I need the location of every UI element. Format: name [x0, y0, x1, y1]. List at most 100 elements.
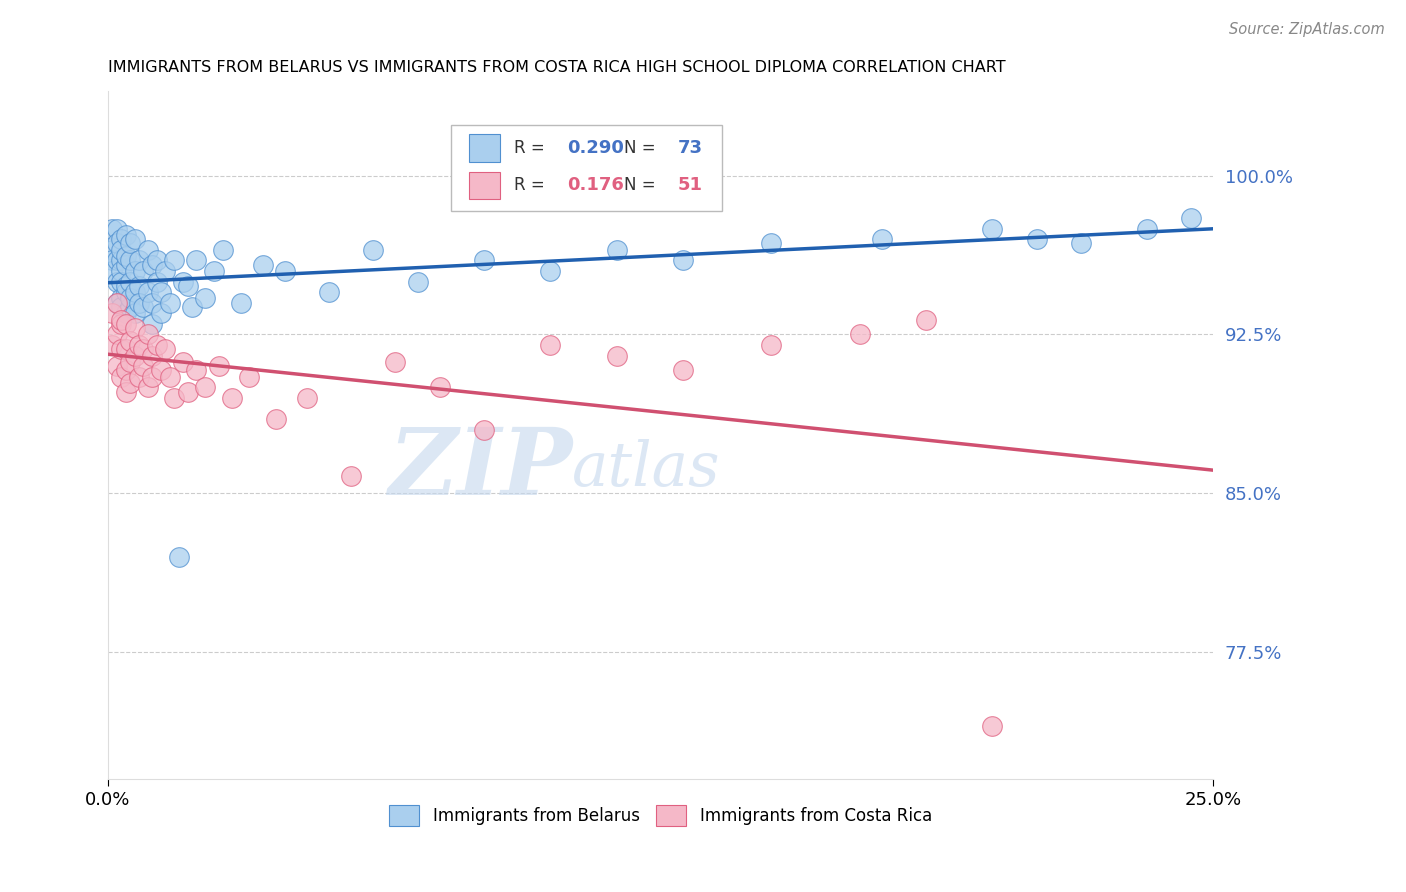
Point [110, 300, 132, 314]
Point [163, 391, 186, 405]
Point [132, 300, 155, 314]
Bar [470, 135, 501, 161]
Point [150, 363, 173, 377]
Point [145, 275, 167, 289]
Text: ZIP: ZIP [388, 425, 572, 515]
Point [136, 380, 159, 394]
Point [105, 253, 128, 268]
Point [114, 227, 136, 242]
Point [181, 300, 204, 314]
Point [141, 349, 163, 363]
Point [176, 278, 198, 293]
Point [605, 349, 627, 363]
Point [128, 253, 150, 268]
Point [141, 258, 163, 272]
Point [120, 300, 142, 314]
Point [124, 232, 146, 246]
Point [110, 312, 132, 326]
Point [848, 327, 870, 342]
Point [128, 338, 150, 352]
Point [194, 380, 217, 394]
Point [110, 317, 132, 331]
Point [172, 355, 194, 369]
Point [105, 275, 128, 289]
Point [114, 306, 136, 320]
Point [406, 275, 429, 289]
Point [202, 264, 225, 278]
Point [264, 412, 287, 426]
Point [136, 327, 159, 342]
Point [981, 719, 1004, 733]
Point [274, 264, 297, 278]
Point [120, 292, 142, 306]
Point [672, 253, 695, 268]
Point [141, 369, 163, 384]
Point [429, 380, 451, 394]
Point [295, 391, 318, 405]
Point [114, 258, 136, 272]
Point [114, 285, 136, 299]
Point [105, 295, 128, 310]
Point [101, 306, 124, 320]
Point [120, 355, 142, 369]
Point [363, 243, 385, 257]
Point [159, 295, 181, 310]
Text: R =: R = [513, 177, 550, 194]
Point [141, 295, 163, 310]
Point [128, 278, 150, 293]
Point [124, 349, 146, 363]
Point [120, 275, 142, 289]
Point [221, 391, 243, 405]
Point [1070, 236, 1092, 251]
Point [105, 295, 128, 310]
Point [110, 232, 132, 246]
Point [472, 253, 495, 268]
Point [110, 343, 132, 357]
Point [150, 306, 173, 320]
Point [110, 369, 132, 384]
Point [538, 264, 561, 278]
Text: IMMIGRANTS FROM BELARUS VS IMMIGRANTS FROM COSTA RICA HIGH SCHOOL DIPLOMA CORREL: IMMIGRANTS FROM BELARUS VS IMMIGRANTS FR… [108, 60, 1005, 75]
Point [128, 295, 150, 310]
Point [132, 264, 155, 278]
Point [145, 338, 167, 352]
Point [114, 384, 136, 399]
Point [114, 343, 136, 357]
Text: 51: 51 [678, 177, 703, 194]
Point [207, 359, 229, 374]
Point [186, 253, 208, 268]
Point [155, 264, 177, 278]
Point [538, 338, 561, 352]
Text: R =: R = [513, 139, 550, 157]
Point [915, 312, 938, 326]
Point [1180, 211, 1202, 225]
Point [101, 221, 124, 235]
Point [1025, 232, 1047, 246]
Point [114, 363, 136, 377]
Point [238, 369, 260, 384]
Text: 0.176: 0.176 [567, 177, 624, 194]
Point [150, 285, 173, 299]
Point [101, 338, 124, 352]
Point [136, 243, 159, 257]
Point [110, 275, 132, 289]
Text: N =: N = [624, 139, 661, 157]
Point [318, 285, 340, 299]
Point [605, 243, 627, 257]
Point [120, 334, 142, 348]
Text: atlas: atlas [572, 440, 721, 500]
Point [120, 376, 142, 391]
Point [172, 275, 194, 289]
Point [110, 292, 132, 306]
Point [163, 253, 186, 268]
Bar [470, 171, 501, 199]
Point [105, 221, 128, 235]
Point [114, 317, 136, 331]
Text: 0.290: 0.290 [567, 139, 624, 157]
Point [870, 232, 893, 246]
Point [101, 253, 124, 268]
Point [472, 423, 495, 437]
Point [124, 321, 146, 335]
Point [155, 343, 177, 357]
Point [124, 285, 146, 299]
